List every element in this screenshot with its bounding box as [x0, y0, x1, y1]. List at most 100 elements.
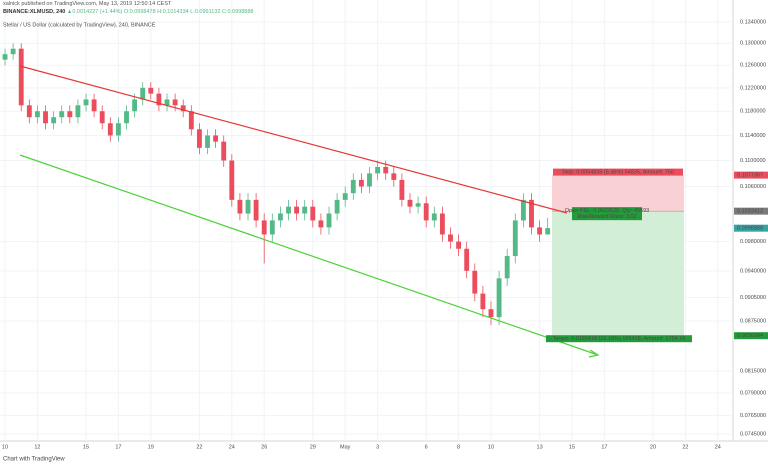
candle-body — [196, 129, 202, 148]
candle-body — [253, 199, 259, 221]
stop-price-badge: 0.1077367 — [737, 173, 763, 179]
candle-body — [520, 199, 526, 221]
y-tick-label: 0.1140000 — [740, 133, 766, 139]
candle-body — [480, 293, 486, 310]
x-tick-label: 29 — [310, 444, 316, 450]
x-tick-label: 24 — [715, 444, 721, 450]
candle-body — [229, 160, 235, 200]
target-price-badge: 0.0856994 — [737, 333, 763, 339]
x-tick-label: 10 — [488, 444, 494, 450]
candle-body — [407, 199, 413, 207]
stop-label-bg — [553, 168, 683, 176]
footer-text: Chart with TradingView — [3, 457, 65, 463]
last-price-badge-bg — [734, 224, 768, 232]
candle-body — [67, 111, 73, 118]
last-price-badge: 0.0998888 — [737, 226, 763, 232]
y-tick-label: 0.1220000 — [740, 85, 766, 91]
ohlc-low: L:0.0991132 — [190, 9, 221, 15]
candle-body — [107, 123, 113, 136]
x-tick-label: 22 — [196, 444, 202, 450]
candle-body — [342, 193, 348, 200]
x-tick-label: 26 — [261, 444, 267, 450]
x-tick-label: 17 — [601, 444, 607, 450]
candle-body — [383, 166, 389, 174]
position-zones — [552, 175, 684, 336]
candle-body — [302, 206, 308, 214]
ohlc-close: C:0.0998888 — [221, 9, 254, 15]
candle-body — [286, 206, 291, 214]
support-line — [19, 154, 599, 356]
x-tick-label: 6 — [425, 444, 428, 450]
y-tick-label: 0.1180000 — [740, 109, 766, 115]
candle-body — [59, 111, 65, 118]
pnl-label-bg — [572, 207, 642, 221]
candle-body — [221, 141, 227, 161]
y-tick-label: 0.1100000 — [740, 158, 766, 164]
candle-body — [91, 99, 97, 112]
x-tick-label: 22 — [682, 444, 688, 450]
candle-body — [488, 309, 494, 318]
candle-body — [375, 166, 381, 174]
candle-body — [237, 199, 243, 214]
y-tick-label: 0.0875000 — [740, 319, 766, 325]
x-tick-label: May — [340, 444, 351, 450]
stop-zone — [552, 175, 684, 212]
candle-body — [148, 87, 154, 94]
candle-body — [115, 123, 121, 136]
labels: 0.1340000 0.1300000 0.1260000 0.1220000 0.11… — [2, 19, 768, 450]
stop-price-badge-bg — [734, 171, 768, 179]
candle-body — [439, 213, 445, 235]
ohlc-open: O:0.0998478 — [123, 9, 156, 15]
x-tick-label: 17 — [115, 444, 121, 450]
candle-body — [391, 173, 397, 180]
candle-body — [399, 179, 405, 200]
candle-body — [10, 48, 16, 55]
y-tick-label: 0.0905000 — [740, 295, 766, 301]
candle-body — [367, 173, 372, 187]
x-tick-label: 20 — [650, 444, 656, 450]
candle-body — [99, 111, 105, 124]
change: ▲0.0014227 (+1.44%) — [66, 9, 123, 15]
candle-body — [448, 234, 453, 242]
x-tick-label: 19 — [148, 444, 154, 450]
x-tick-label: 13 — [537, 444, 543, 450]
stop-label: Stop: 0.0054835 (5.36%) 54835, Amount: 7… — [562, 170, 674, 176]
symbol: BINANCE:XLMUSD, 240 — [3, 9, 66, 15]
candle-body — [326, 213, 332, 228]
ratio-label: Risk/Reward Ratio: 3.02 — [577, 214, 636, 220]
y-tick-label: 0.0940000 — [740, 268, 766, 274]
candle-body — [26, 105, 32, 118]
resistance-line — [19, 65, 568, 214]
y-tick-label: 0.0815000 — [740, 368, 766, 374]
candle-body — [34, 111, 40, 118]
candle-body — [2, 54, 8, 60]
candle-body — [358, 179, 364, 187]
x-tick-label: 24 — [229, 444, 235, 450]
candle-body — [415, 203, 421, 207]
x-tick-label: 12 — [34, 444, 40, 450]
x-tick-label: 15 — [569, 444, 575, 450]
x-tick-label: 15 — [83, 444, 89, 450]
candle-body — [75, 105, 81, 118]
candle-body — [318, 220, 324, 228]
y-tick-label: 0.0790000 — [740, 390, 766, 396]
candle-body — [472, 270, 478, 294]
x-tick-label: 8 — [457, 444, 460, 450]
pnl-label: Open P&L: 0.0022526, Qty: 45593 — [565, 208, 649, 214]
x-tick-label: 10 — [2, 444, 8, 450]
candle-body — [545, 228, 551, 235]
footer: Chart with TradingView — [3, 457, 65, 463]
publish-line: xalnick published on TradingView.com, Ma… — [3, 1, 172, 7]
candle-body — [423, 203, 429, 221]
candle-body — [350, 179, 356, 194]
candle-body — [334, 199, 340, 214]
chart-title: Stellar / US Dollar (calculated by Tradi… — [3, 22, 156, 28]
entry-price-badge-bg — [734, 207, 768, 215]
candle-body — [277, 213, 283, 221]
candle-body — [83, 99, 89, 106]
candle-body — [529, 199, 534, 228]
candle-body — [124, 111, 129, 124]
entry-price-badge: 0.1023412 — [737, 209, 763, 215]
